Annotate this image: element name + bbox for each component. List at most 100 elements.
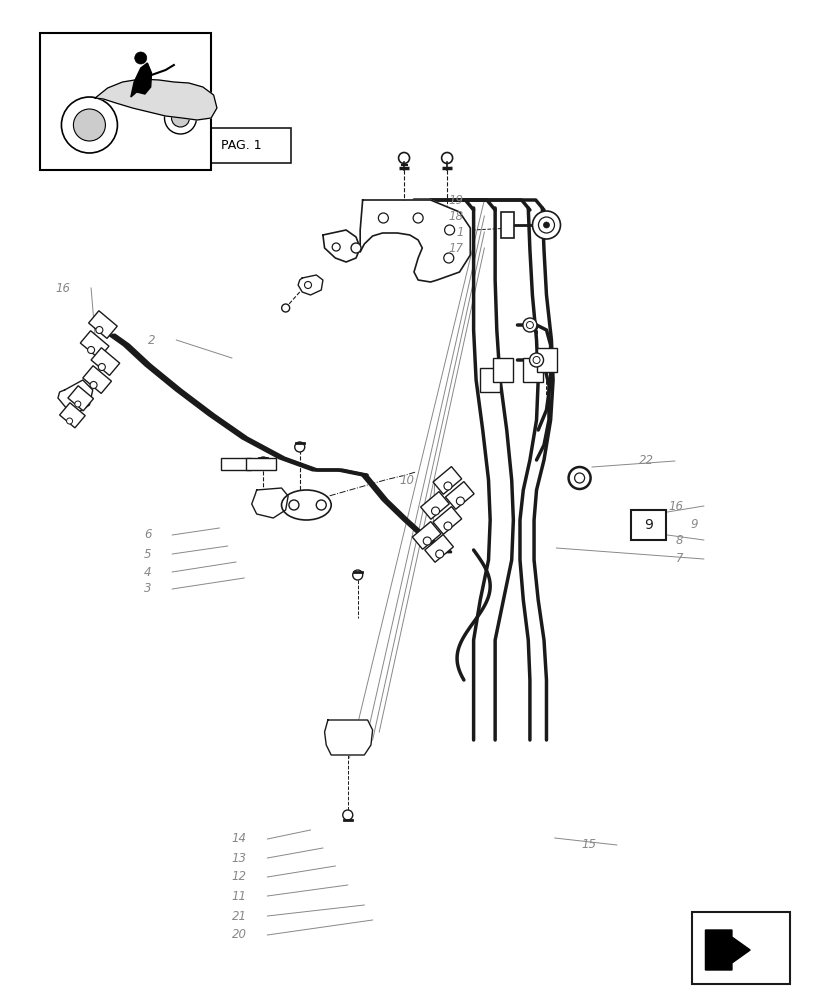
Text: 4: 4 <box>144 566 151 578</box>
Bar <box>445 482 474 509</box>
Polygon shape <box>324 720 372 755</box>
Bar <box>433 467 461 494</box>
Bar <box>523 358 543 382</box>
Circle shape <box>342 810 352 820</box>
Text: 6: 6 <box>144 528 151 542</box>
Circle shape <box>351 243 361 253</box>
Circle shape <box>574 473 584 483</box>
Circle shape <box>568 467 590 489</box>
Circle shape <box>526 322 533 328</box>
Bar <box>630 510 665 540</box>
Ellipse shape <box>281 490 331 520</box>
Text: 22: 22 <box>638 454 653 468</box>
Circle shape <box>66 418 73 424</box>
Polygon shape <box>131 63 151 97</box>
Circle shape <box>378 213 388 223</box>
Text: 9: 9 <box>643 518 652 532</box>
Bar <box>60 403 85 428</box>
Circle shape <box>88 347 94 354</box>
Circle shape <box>332 243 340 251</box>
Circle shape <box>456 497 464 505</box>
Text: 14: 14 <box>232 832 246 846</box>
Polygon shape <box>360 200 470 282</box>
Text: PAG. 1: PAG. 1 <box>221 139 262 152</box>
Bar <box>500 212 514 238</box>
Circle shape <box>413 213 423 223</box>
Polygon shape <box>705 930 749 970</box>
Polygon shape <box>298 275 323 295</box>
Text: 12: 12 <box>232 870 246 884</box>
Circle shape <box>316 500 326 510</box>
Circle shape <box>532 211 560 239</box>
Bar <box>246 458 275 470</box>
Circle shape <box>61 97 117 153</box>
Text: 11: 11 <box>232 890 246 902</box>
Bar <box>40 33 211 170</box>
Polygon shape <box>251 488 288 518</box>
Polygon shape <box>323 230 360 262</box>
Circle shape <box>423 537 431 545</box>
Bar <box>433 507 461 534</box>
Bar <box>480 368 500 392</box>
Text: 8: 8 <box>675 534 682 546</box>
Polygon shape <box>95 79 217 120</box>
Bar <box>424 535 453 562</box>
Circle shape <box>431 507 439 515</box>
Text: 16: 16 <box>667 499 682 512</box>
Text: 3: 3 <box>144 582 151 595</box>
Circle shape <box>96 326 103 334</box>
Text: 16: 16 <box>55 282 70 294</box>
Bar <box>192 128 291 163</box>
Circle shape <box>258 457 268 467</box>
Text: 7: 7 <box>675 552 682 566</box>
Bar <box>493 358 513 382</box>
Circle shape <box>281 304 289 312</box>
Circle shape <box>74 109 105 141</box>
Text: 20: 20 <box>232 928 246 942</box>
Circle shape <box>443 253 453 263</box>
Circle shape <box>441 152 452 163</box>
Circle shape <box>529 353 543 367</box>
Circle shape <box>538 217 554 233</box>
Circle shape <box>398 152 409 163</box>
Circle shape <box>444 225 454 235</box>
Circle shape <box>171 109 189 127</box>
Circle shape <box>543 222 549 228</box>
Circle shape <box>135 52 146 64</box>
Bar <box>691 912 789 984</box>
Text: 9: 9 <box>690 518 697 530</box>
Bar <box>80 331 109 358</box>
Circle shape <box>443 522 452 530</box>
Text: 2: 2 <box>148 334 155 347</box>
Text: 1: 1 <box>456 226 463 238</box>
Text: 13: 13 <box>232 852 246 864</box>
Bar <box>536 348 556 372</box>
Circle shape <box>74 401 81 407</box>
Text: 17: 17 <box>448 241 463 254</box>
Polygon shape <box>58 380 93 412</box>
Text: 19: 19 <box>448 194 463 207</box>
Circle shape <box>533 357 539 363</box>
Bar <box>412 522 441 549</box>
Text: 21: 21 <box>232 910 246 922</box>
Circle shape <box>443 482 452 490</box>
Bar <box>68 386 93 411</box>
Bar <box>88 311 117 338</box>
Circle shape <box>304 282 311 288</box>
Text: 18: 18 <box>448 210 463 223</box>
Text: 15: 15 <box>581 838 595 852</box>
Circle shape <box>352 570 362 580</box>
Circle shape <box>165 102 196 134</box>
Text: 10: 10 <box>399 474 414 487</box>
Text: 5: 5 <box>144 548 151 560</box>
Circle shape <box>98 363 105 370</box>
Circle shape <box>90 381 97 388</box>
Bar <box>221 458 251 470</box>
Bar <box>420 492 449 519</box>
Circle shape <box>523 318 536 332</box>
Circle shape <box>435 550 443 558</box>
Circle shape <box>289 500 299 510</box>
Bar <box>91 348 120 375</box>
Bar <box>83 366 112 393</box>
Circle shape <box>294 442 304 452</box>
